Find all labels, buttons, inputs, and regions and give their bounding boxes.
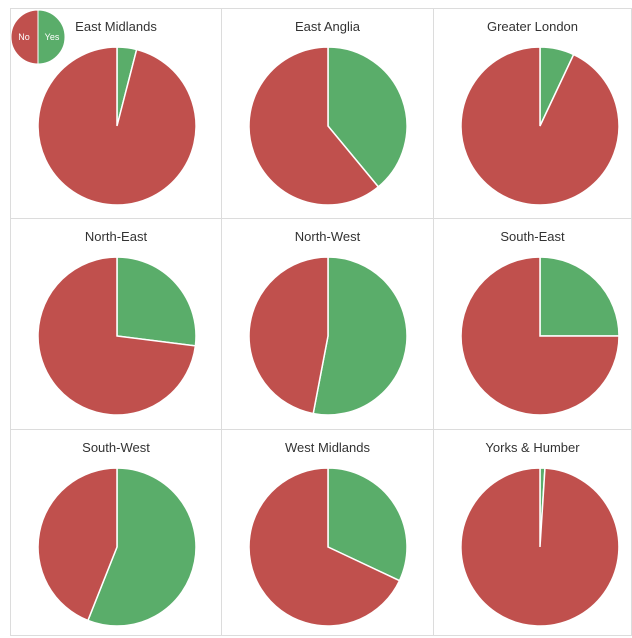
pie-south-west xyxy=(37,467,197,627)
chart-panel-west-midlands: West Midlands xyxy=(222,430,434,636)
chart-panel-south-east: South-East xyxy=(434,219,632,430)
legend-swatch-yes xyxy=(37,9,66,65)
chart-title: East Anglia xyxy=(294,19,361,34)
pie-greater-london xyxy=(460,46,620,206)
legend-label-yes: Yes xyxy=(45,32,60,42)
pie-slice-no xyxy=(248,256,329,415)
pie-west-midlands xyxy=(248,467,408,627)
chart-title: Yorks & Humber xyxy=(485,440,580,455)
chart-title: South-West xyxy=(82,440,150,455)
pie-chart-grid: East Midlands East Anglia Greater London No… xyxy=(10,8,632,636)
pie-slice-yes xyxy=(327,46,408,188)
chart-panel-yorks-and-humber: Yorks & Humber xyxy=(434,430,632,636)
legend: No Yes xyxy=(10,9,66,65)
pie-slice-yes xyxy=(539,256,620,337)
pie-east-midlands xyxy=(37,46,197,206)
pie-slice-no xyxy=(37,46,197,206)
pie-north-west xyxy=(248,256,408,416)
chart-title: West Midlands xyxy=(284,440,370,455)
chart-title: East Midlands xyxy=(75,19,157,34)
chart-panel-north-west: North-West xyxy=(222,219,434,430)
pie-slice-yes xyxy=(86,467,197,627)
pie-east-anglia xyxy=(248,46,408,206)
legend-swatch-no xyxy=(10,9,39,65)
pie-slice-no xyxy=(460,467,620,627)
chart-title: North-East xyxy=(84,229,148,244)
chart-panel-east-anglia: East Anglia xyxy=(222,8,434,219)
chart-panel-north-east: North-East xyxy=(10,219,222,430)
chart-title: Greater London xyxy=(486,19,579,34)
chart-title: South-East xyxy=(500,229,565,244)
chart-panel-greater-london: Greater London xyxy=(434,8,632,219)
chart-panel-south-west: South-West xyxy=(10,430,222,636)
chart-panel-east-midlands: East Midlands xyxy=(10,8,222,219)
pie-slice-no xyxy=(248,46,380,206)
pie-slice-yes xyxy=(312,256,408,416)
pie-slice-no xyxy=(460,46,620,206)
pie-slice-no xyxy=(460,256,620,416)
pie-slice-no xyxy=(37,256,197,416)
pie-slice-no xyxy=(37,467,118,622)
pie-slice-yes xyxy=(116,256,197,347)
pie-north-east xyxy=(37,256,197,416)
pie-yorks-and-humber xyxy=(460,467,620,627)
pie-south-east xyxy=(460,256,620,416)
pie-slice-no xyxy=(248,467,401,627)
pie-slice-yes xyxy=(327,467,408,582)
chart-title: North-West xyxy=(294,229,361,244)
legend-label-no: No xyxy=(18,32,30,42)
